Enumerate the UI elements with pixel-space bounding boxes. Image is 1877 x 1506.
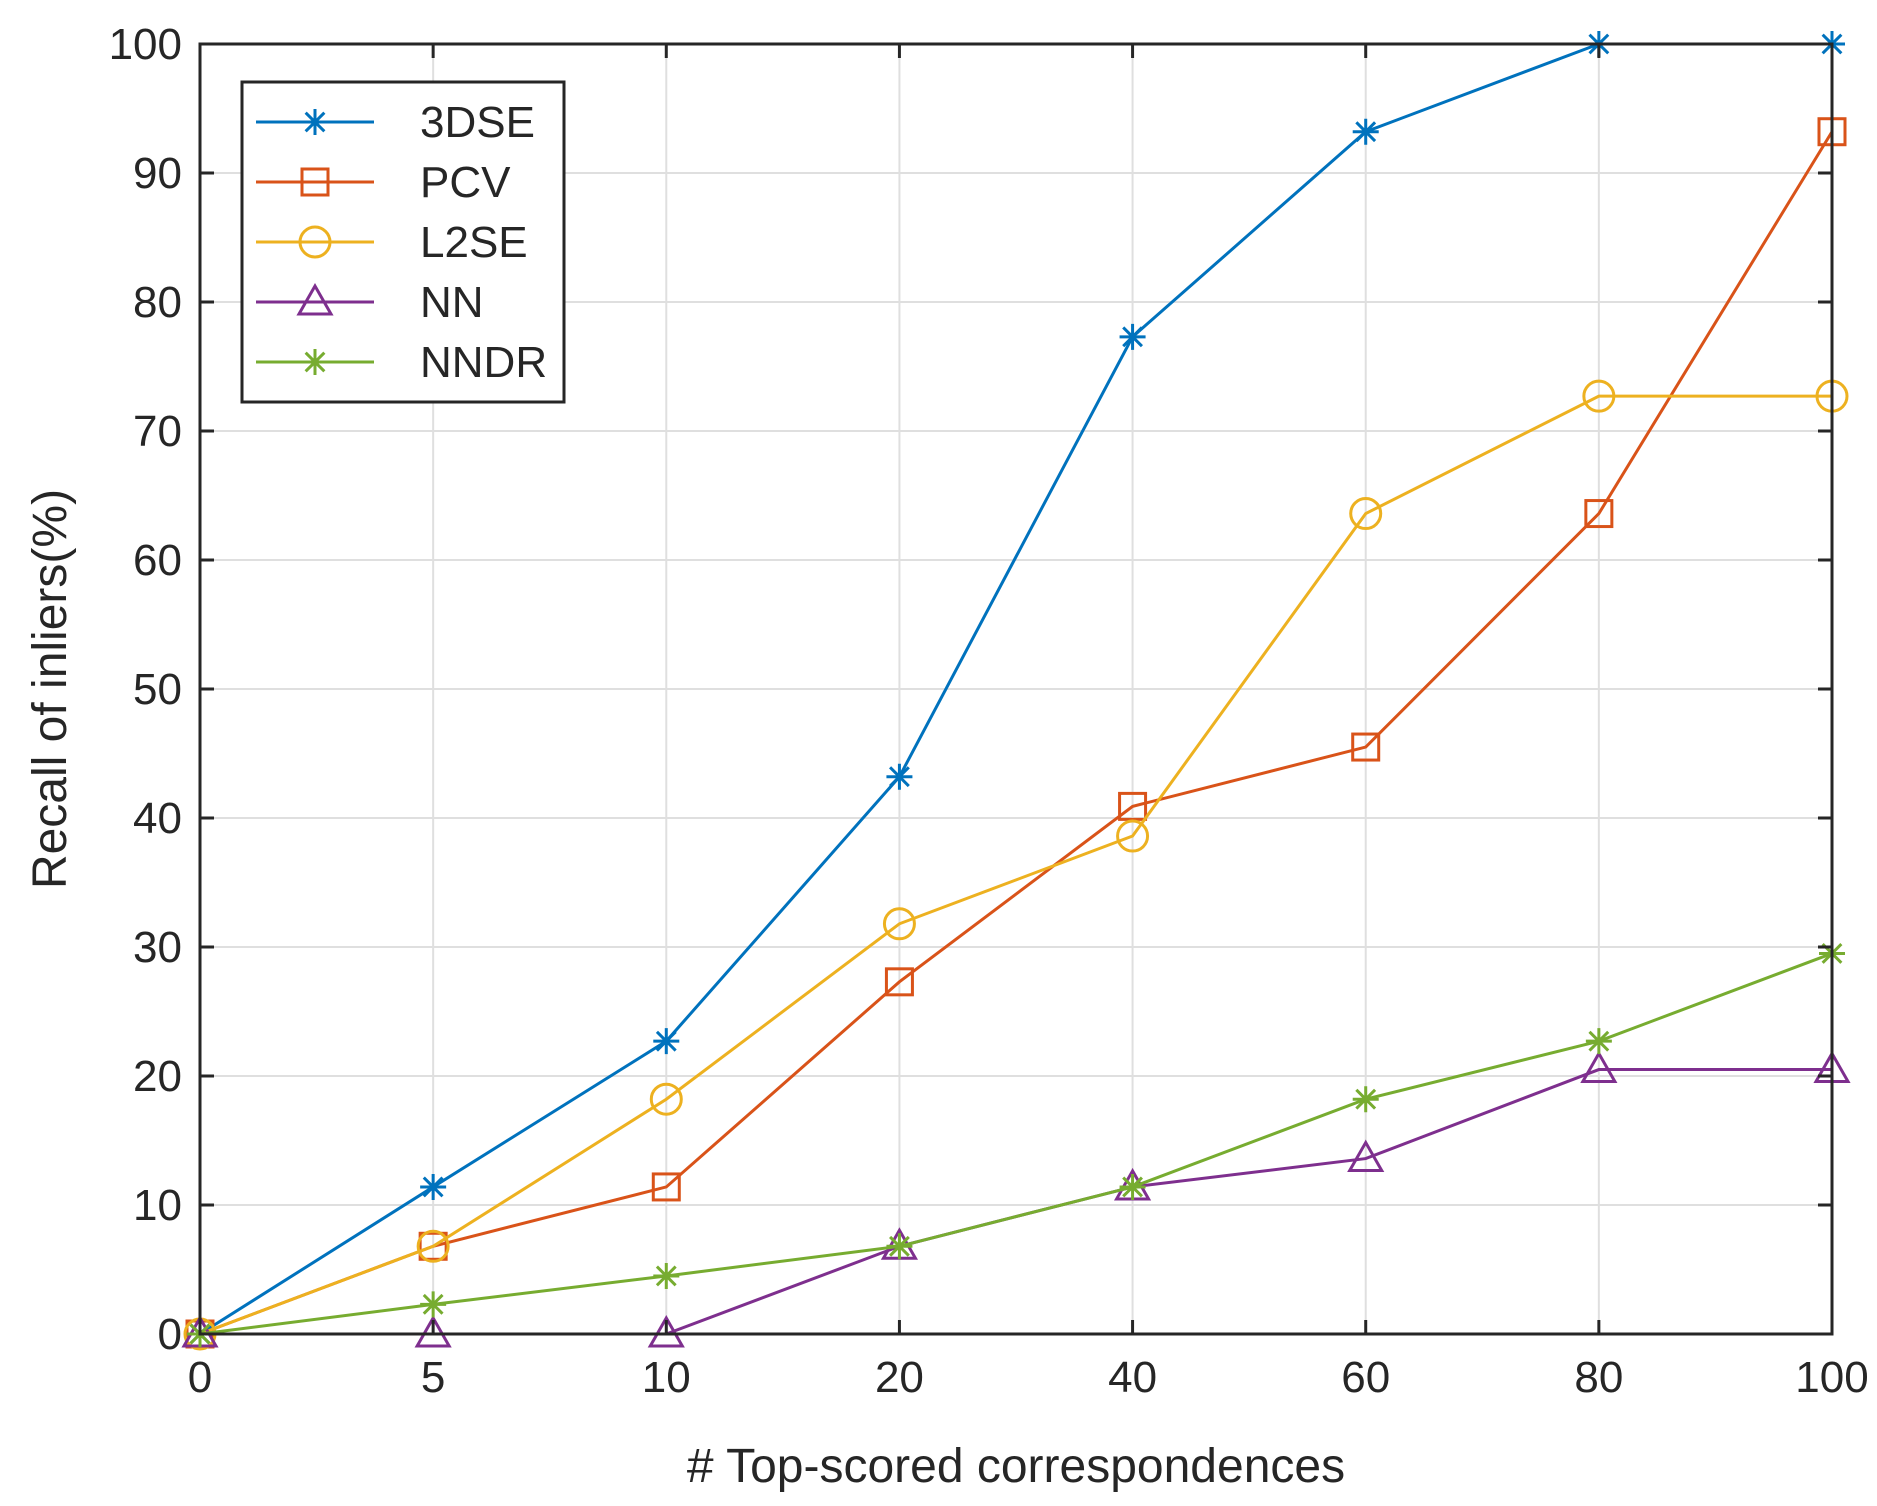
- data-point-pcv: [1351, 732, 1381, 762]
- legend-item-3dse: 3DSE: [256, 98, 535, 147]
- data-point-nndr: [1585, 1028, 1612, 1055]
- data-point-pcv: [651, 1172, 681, 1202]
- data-point-l2se: [1582, 379, 1616, 413]
- x-tick-label: 20: [875, 1353, 924, 1402]
- legend-marker-nndr: [302, 349, 328, 375]
- data-point-l2se: [1349, 497, 1383, 531]
- y-tick-label: 40: [133, 794, 182, 843]
- data-point-3dse: [420, 1173, 447, 1200]
- data-point-nndr: [420, 1291, 447, 1318]
- series-layer: [181, 31, 1851, 1351]
- y-tick-label: 50: [133, 665, 182, 714]
- legend-label: 3DSE: [420, 98, 535, 147]
- data-point-pcv: [884, 967, 914, 997]
- legend-item-nn: NN: [256, 278, 484, 327]
- legend-marker-pcv: [300, 167, 330, 197]
- data-point-nn: [414, 1314, 452, 1348]
- legend-item-nndr: NNDR: [256, 338, 547, 387]
- legend-marker-nn: [296, 282, 334, 316]
- legend-item-pcv: PCV: [256, 158, 511, 207]
- data-point-l2se: [882, 907, 916, 941]
- data-point-3dse: [1352, 118, 1379, 145]
- x-tick-label: 60: [1341, 1353, 1390, 1402]
- legend-label: PCV: [420, 158, 511, 207]
- series-l2se: [183, 379, 1849, 1351]
- data-point-nndr: [1352, 1086, 1379, 1113]
- data-point-3dse: [653, 1028, 680, 1055]
- x-tick-label: 5: [421, 1353, 445, 1402]
- series-line-3dse: [199, 42, 1832, 1336]
- data-point-l2se: [1116, 819, 1150, 853]
- data-point-nndr: [886, 1233, 913, 1260]
- ticks: 0 5 10 20 40 60 80 100 0 10 20 30 40 50 60 70 80 90 100: [109, 20, 1869, 1402]
- data-point-3dse: [1119, 323, 1146, 350]
- y-tick-label: 20: [133, 1052, 182, 1101]
- series-line-l2se: [199, 394, 1832, 1336]
- series-line-nndr: [199, 952, 1833, 1336]
- y-tick-label: 60: [133, 536, 182, 585]
- series-line-pcv: [199, 130, 1834, 1336]
- x-tick-label: 10: [642, 1353, 691, 1402]
- y-tick-label: 30: [133, 923, 182, 972]
- legend-label: NN: [420, 278, 484, 327]
- data-point-pcv: [1118, 791, 1148, 821]
- data-point-nndr: [653, 1262, 680, 1289]
- legend-marker-3dse: [302, 109, 328, 135]
- data-point-nn: [647, 1314, 685, 1348]
- y-tick-label: 0: [158, 1310, 182, 1359]
- y-tick-label: 10: [133, 1181, 182, 1230]
- legend-item-l2se: L2SE: [256, 218, 528, 267]
- data-point-l2se: [649, 1082, 683, 1116]
- x-tick-label: 0: [188, 1353, 212, 1402]
- data-point-l2se: [416, 1229, 450, 1263]
- legend-label: NNDR: [420, 338, 547, 387]
- data-point-nn: [1580, 1050, 1618, 1084]
- data-point-nn: [1347, 1139, 1385, 1173]
- legend-label: L2SE: [420, 218, 528, 267]
- legend: 3DSE PCV L2SE NN NNDR: [240, 80, 566, 404]
- y-axis-title: Recall of inliers(%): [24, 489, 77, 889]
- x-tick-label: 100: [1795, 1353, 1868, 1402]
- x-tick-label: 40: [1108, 1353, 1157, 1402]
- data-point-3dse: [886, 763, 913, 790]
- data-point-pcv: [1584, 499, 1614, 529]
- x-tick-label: 80: [1574, 1353, 1623, 1402]
- y-tick-label: 70: [133, 407, 182, 456]
- y-tick-label: 100: [109, 20, 182, 69]
- x-axis-title: # Top-scored correspondences: [687, 1440, 1345, 1493]
- grid: [200, 44, 1832, 1334]
- data-point-nndr: [1119, 1173, 1146, 1200]
- y-tick-label: 80: [133, 278, 182, 327]
- y-tick-label: 90: [133, 149, 182, 198]
- data-point-pcv: [418, 1231, 448, 1261]
- legend-marker-l2se: [298, 225, 332, 259]
